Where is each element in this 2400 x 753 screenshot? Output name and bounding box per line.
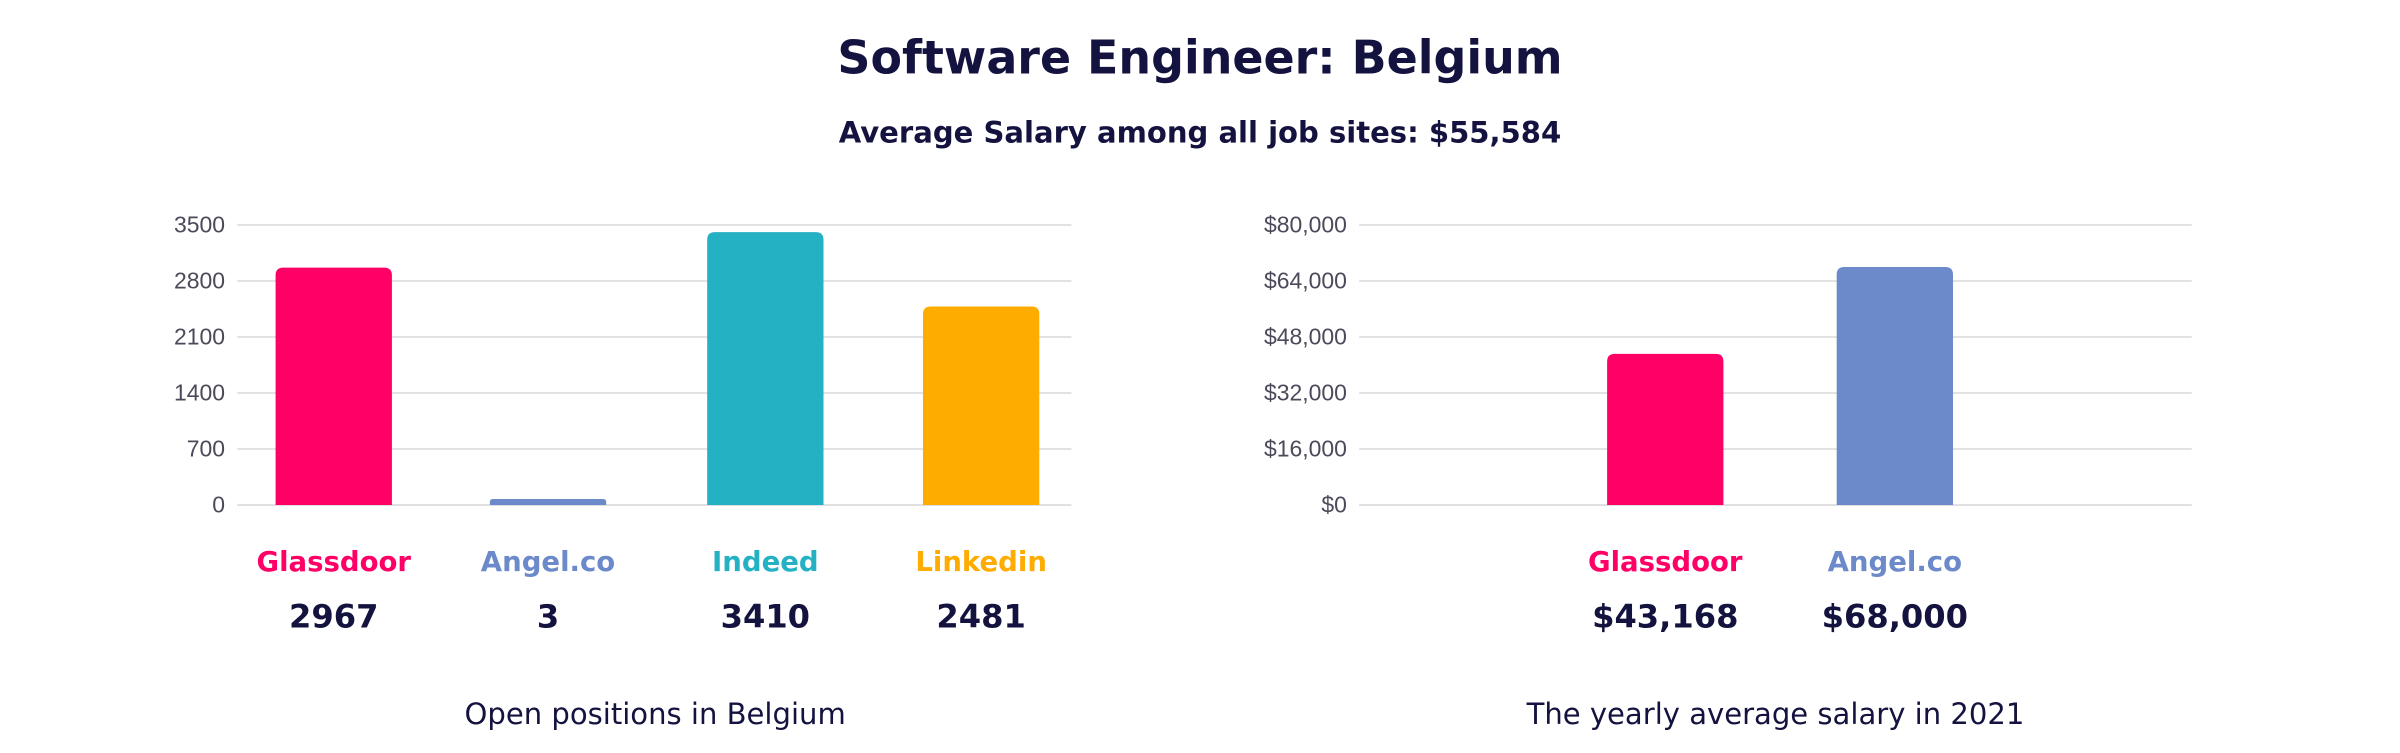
category-label: Linkedin: [915, 546, 1047, 578]
data-label: 2967: [289, 598, 378, 636]
bar-angelco: [1836, 266, 1953, 506]
y-tick-label: $32,000: [1264, 380, 1347, 406]
data-label: $43,168: [1592, 598, 1738, 636]
page-subtitle: Average Salary among all job sites: $55,…: [839, 115, 1561, 149]
salary-chart: $0 $16,000 $32,000 $48,000 $64,000 $80,000 Gla…: [1264, 212, 2192, 636]
y-tick-label: 0: [212, 492, 225, 518]
y-tick-label: 2800: [174, 268, 225, 294]
y-tick-label: 700: [187, 436, 225, 462]
data-label: 3410: [721, 598, 810, 636]
y-tick-label: $16,000: [1264, 436, 1347, 462]
bar-linkedin: [922, 306, 1040, 506]
y-tick-label: 2100: [174, 324, 225, 350]
data-label: 3: [537, 598, 559, 636]
category-label: Indeed: [712, 546, 819, 578]
open-positions-chart: 0 700 1400 2100 2800 3500 Glassdoor 2967 Angel.c…: [174, 212, 1072, 636]
data-label: 2481: [936, 598, 1025, 636]
y-tick-label: $64,000: [1264, 268, 1347, 294]
bar-glassdoor: [1607, 353, 1724, 506]
bar-angelco: [489, 498, 607, 506]
page-title: Software Engineer: Belgium: [837, 30, 1562, 84]
y-tick-label: 1400: [174, 380, 225, 406]
open-positions-caption: Open positions in Belgium: [465, 697, 846, 731]
category-label: Glassdoor: [1588, 546, 1743, 578]
y-tick-label: $80,000: [1264, 212, 1347, 238]
category-label: Angel.co: [1828, 546, 1962, 578]
y-tick-label: 3500: [174, 212, 225, 238]
bar-glassdoor: [275, 267, 392, 506]
category-label: Angel.co: [481, 546, 615, 578]
y-tick-label: $0: [1321, 492, 1347, 518]
category-label: Glassdoor: [256, 546, 411, 578]
data-label: $68,000: [1822, 598, 1968, 636]
y-tick-label: $48,000: [1264, 324, 1347, 350]
bar-indeed: [707, 232, 824, 506]
salary-caption: The yearly average salary in 2021: [1526, 697, 2025, 731]
